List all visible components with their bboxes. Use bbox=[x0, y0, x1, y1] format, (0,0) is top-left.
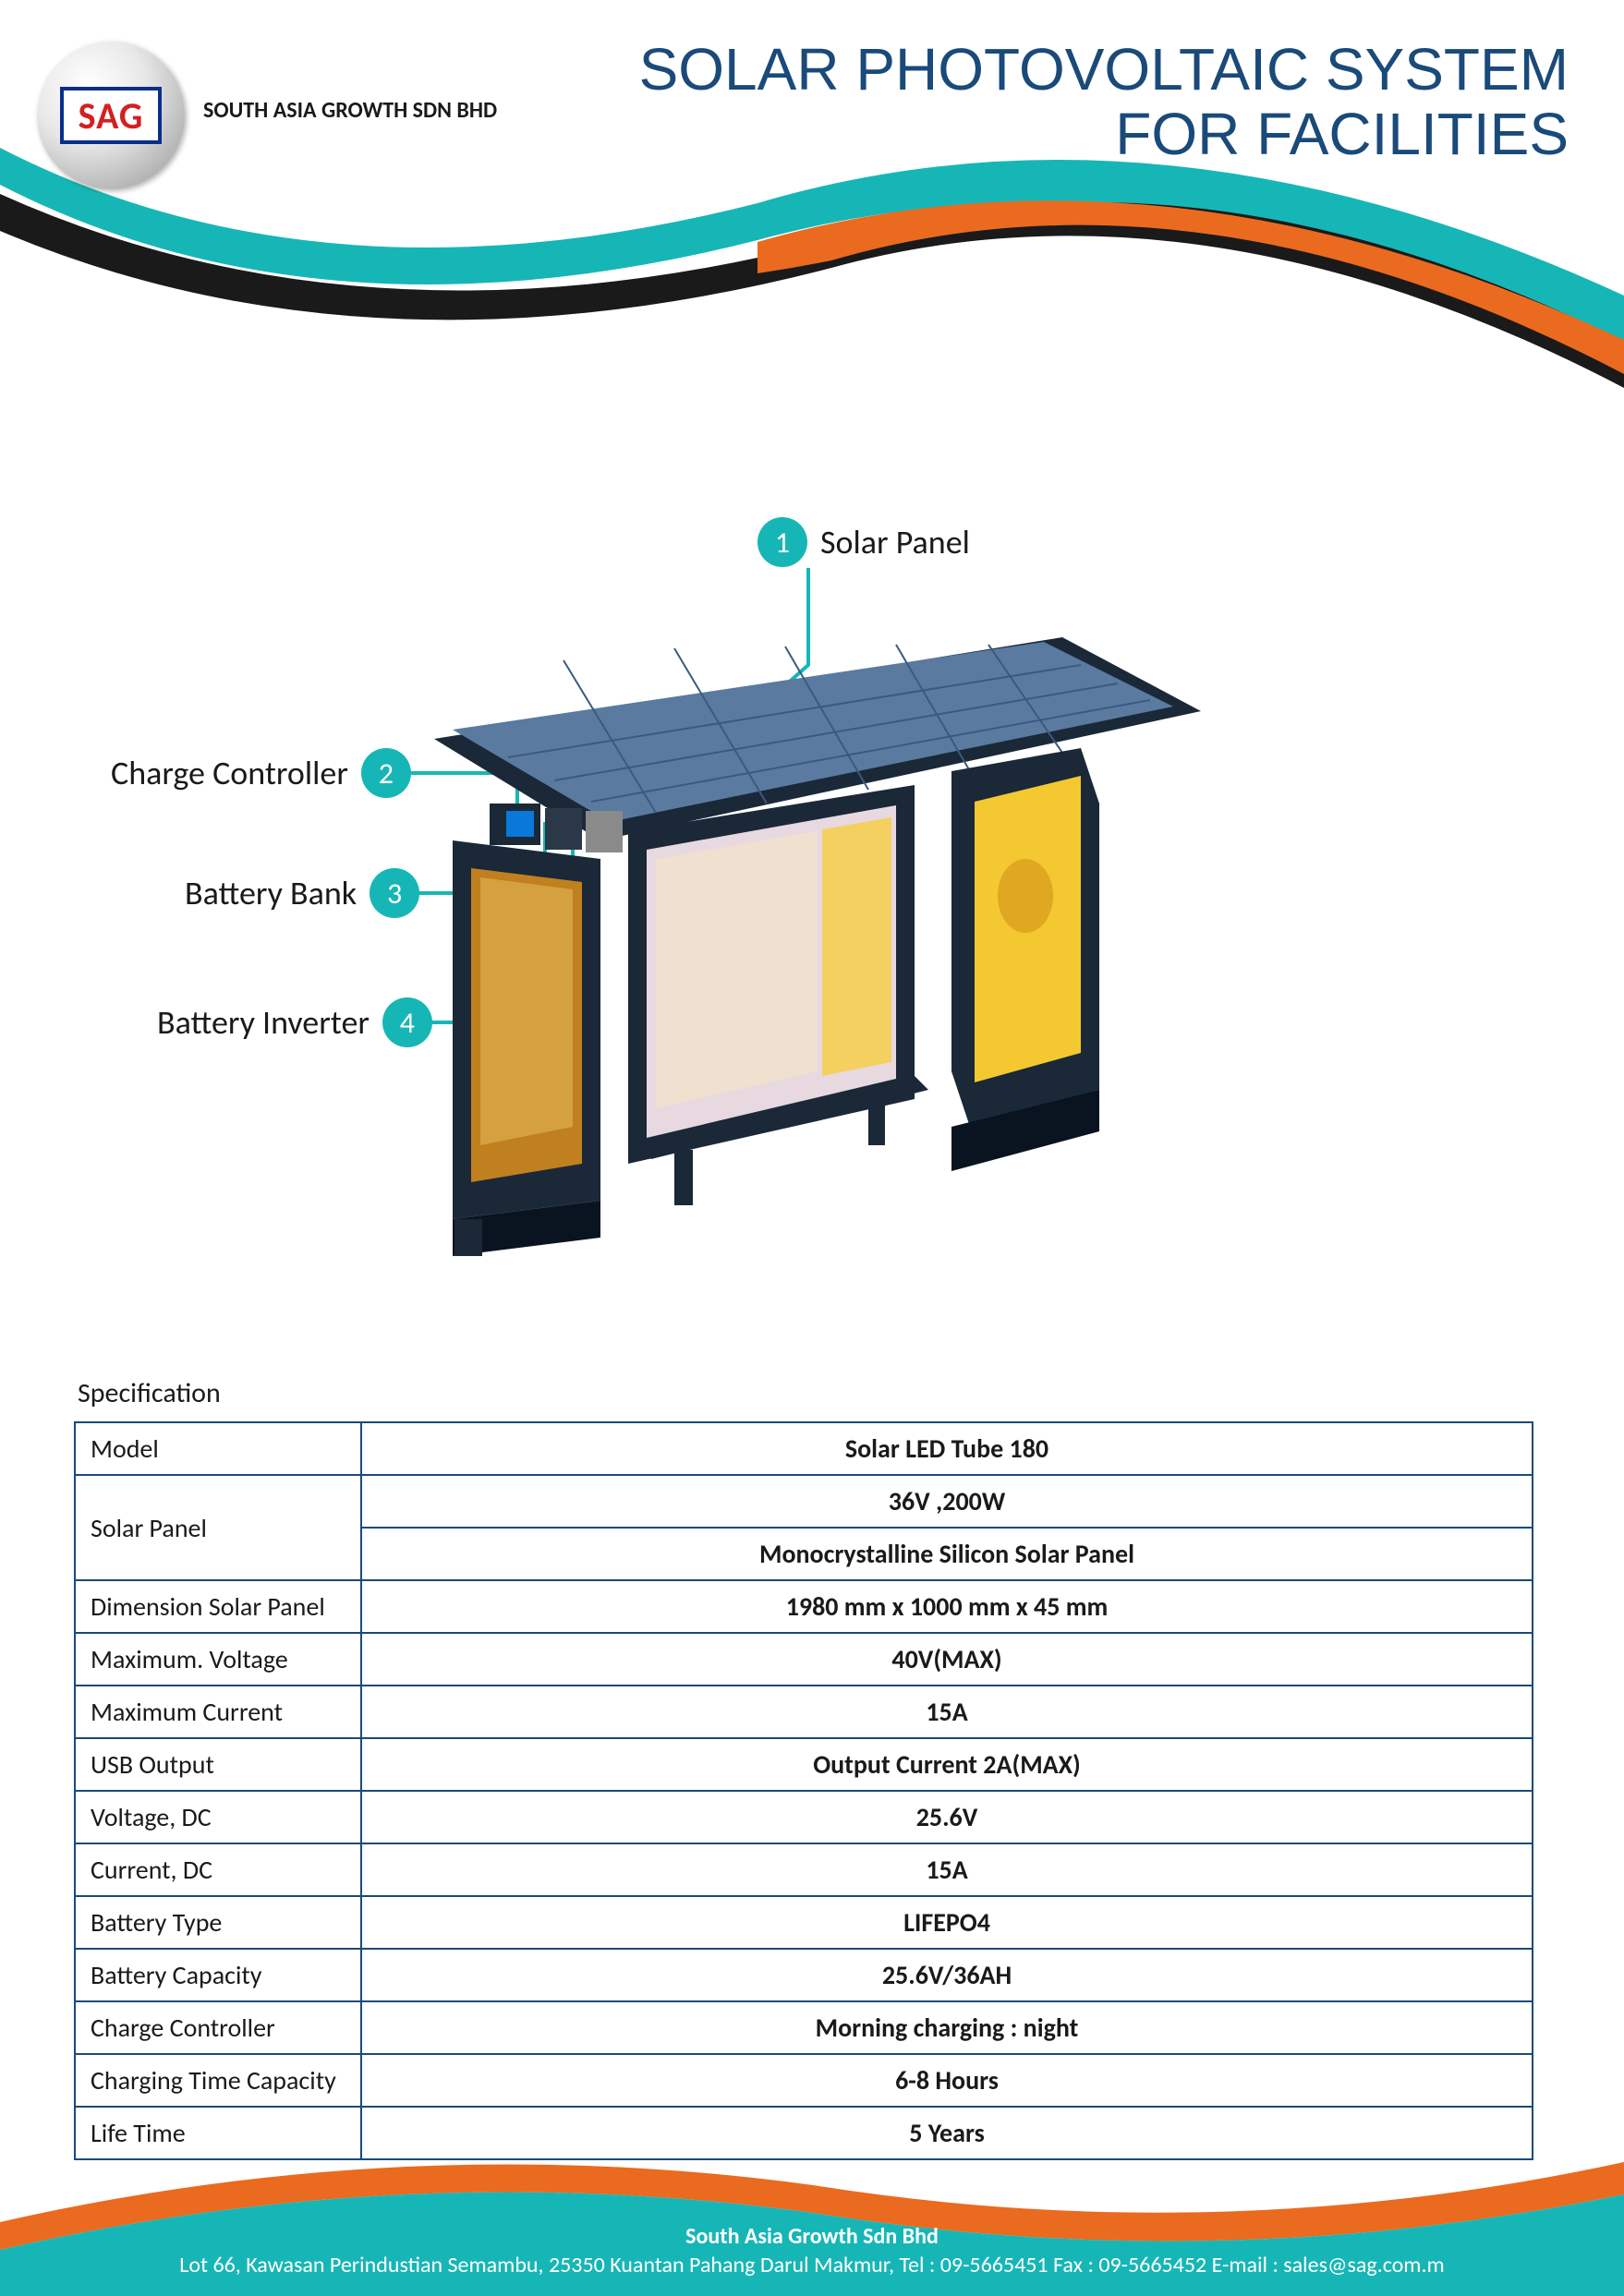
callout-1-num: 1 bbox=[757, 517, 807, 567]
table-row: Battery Capacity25.6V/36AH bbox=[75, 1949, 1533, 2001]
table-row: USB OutputOutput Current 2A(MAX) bbox=[75, 1738, 1533, 1791]
spec-value: 15A bbox=[361, 1686, 1533, 1738]
spec-label: Charging Time Capacity bbox=[75, 2054, 361, 2107]
spec-label: Charge Controller bbox=[75, 2001, 361, 2054]
spec-value: LIFEPO4 bbox=[361, 1896, 1533, 1949]
spec-value: Output Current 2A(MAX) bbox=[361, 1738, 1533, 1791]
spec-value: Solar LED Tube 180 bbox=[361, 1422, 1533, 1475]
spec-value: 6-8 Hours bbox=[361, 2054, 1533, 2107]
table-row: Battery TypeLIFEPO4 bbox=[75, 1896, 1533, 1949]
table-row: Dimension Solar Panel1980 mm x 1000 mm x… bbox=[75, 1580, 1533, 1633]
table-row: Voltage, DC25.6V bbox=[75, 1791, 1533, 1843]
table-row: Maximum Current15A bbox=[75, 1686, 1533, 1738]
spec-value: 25.6V/36AH bbox=[361, 1949, 1533, 2001]
spec-table: ModelSolar LED Tube 180 Solar Panel36V ,… bbox=[74, 1421, 1533, 2160]
table-row: Charging Time Capacity6-8 Hours bbox=[75, 2054, 1533, 2107]
page-title: SOLAR PHOTOVOLTAIC SYSTEM FOR FACILITIES bbox=[639, 37, 1569, 167]
footer-address: Lot 66, Kawasan Perindustian Semambu, 25… bbox=[179, 2252, 1444, 2278]
spec-value: 25.6V bbox=[361, 1791, 1533, 1843]
spec-label: Dimension Solar Panel bbox=[75, 1580, 361, 1633]
logo-circle: SAG bbox=[37, 42, 185, 189]
spec-label: Voltage, DC bbox=[75, 1791, 361, 1843]
footer-company: South Asia Growth Sdn Bhd bbox=[685, 2223, 939, 2250]
spec-value: 1980 mm x 1000 mm x 45 mm bbox=[361, 1580, 1533, 1633]
footer-text: South Asia Growth Sdn Bhd Lot 66, Kawasa… bbox=[0, 2222, 1624, 2279]
callout-2: 2 Charge Controller bbox=[111, 748, 411, 798]
bus-shelter-illustration bbox=[397, 573, 1210, 1275]
callout-2-label: Charge Controller bbox=[111, 753, 348, 793]
spec-heading: Specification bbox=[74, 1376, 1533, 1410]
spec-label: Battery Type bbox=[75, 1896, 361, 1949]
callout-3: 3 Battery Bank bbox=[185, 868, 419, 918]
company-name: SOUTH ASIA GROWTH SDN BHD bbox=[203, 97, 497, 124]
spec-value: Morning charging : night bbox=[361, 2001, 1533, 2054]
spec-section: Specification ModelSolar LED Tube 180 So… bbox=[74, 1376, 1533, 2160]
diagram-area: 1 Solar Panel 2 Charge Controller 3 Batt… bbox=[0, 517, 1624, 1330]
spec-label: Battery Capacity bbox=[75, 1949, 361, 2001]
spec-value: 15A bbox=[361, 1843, 1533, 1896]
callout-4-num: 4 bbox=[382, 997, 432, 1047]
callout-4-label: Battery Inverter bbox=[157, 1002, 370, 1043]
spec-value: 40V(MAX) bbox=[361, 1633, 1533, 1686]
spec-label: Model bbox=[75, 1422, 361, 1475]
table-row: ModelSolar LED Tube 180 bbox=[75, 1422, 1533, 1475]
callout-1-label: Solar Panel bbox=[820, 522, 970, 562]
spec-label: Maximum Current bbox=[75, 1686, 361, 1738]
callout-3-num: 3 bbox=[370, 868, 419, 918]
spec-label: Maximum. Voltage bbox=[75, 1633, 361, 1686]
title-line2: FOR FACILITIES bbox=[1115, 101, 1569, 167]
table-row: Charge ControllerMorning charging : nigh… bbox=[75, 2001, 1533, 2054]
table-row: Current, DC15A bbox=[75, 1843, 1533, 1896]
spec-value: 36V ,200W bbox=[361, 1475, 1533, 1528]
callout-3-label: Battery Bank bbox=[185, 873, 357, 913]
callout-1: 1 Solar Panel bbox=[757, 517, 970, 567]
spec-label: Current, DC bbox=[75, 1843, 361, 1896]
spec-value: Monocrystalline Silicon Solar Panel bbox=[361, 1528, 1533, 1580]
table-row: Maximum. Voltage40V(MAX) bbox=[75, 1633, 1533, 1686]
spec-label: Solar Panel bbox=[75, 1475, 361, 1580]
callout-4: 4 Battery Inverter bbox=[157, 997, 432, 1047]
spec-label: USB Output bbox=[75, 1738, 361, 1791]
table-row: Solar Panel36V ,200W bbox=[75, 1475, 1533, 1528]
callout-2-num: 2 bbox=[361, 748, 411, 798]
title-line1: SOLAR PHOTOVOLTAIC SYSTEM bbox=[639, 36, 1569, 103]
logo-badge: SAG bbox=[60, 87, 162, 144]
